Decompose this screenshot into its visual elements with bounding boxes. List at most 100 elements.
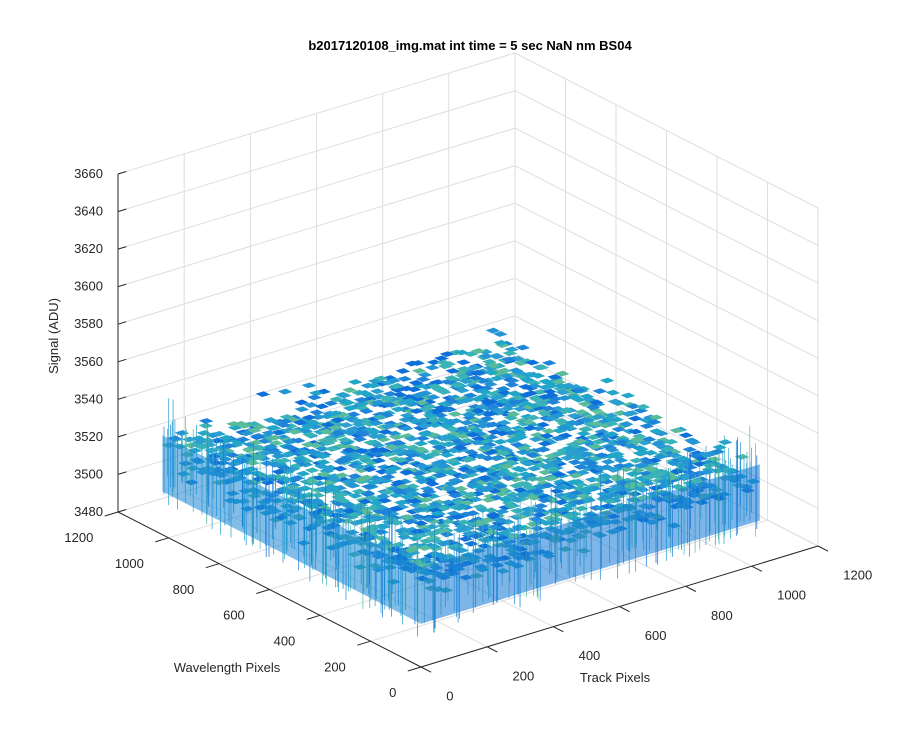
surface-patch (394, 499, 409, 506)
y-tick-labels: 0 200 400 600 800 1000 1200 (64, 530, 396, 700)
surface-patch (525, 451, 540, 458)
surface-edge (162, 435, 421, 624)
surface-patch (348, 492, 363, 499)
surface-patch (538, 378, 554, 385)
surface-patch (389, 506, 404, 512)
surface-patch (447, 411, 463, 417)
surface-patch (386, 377, 401, 384)
surface-patch (411, 392, 426, 399)
surface-patch (352, 436, 368, 443)
surface-patch (292, 419, 308, 426)
surface-patch (421, 516, 436, 523)
surface-patch (379, 395, 395, 402)
surface-patch (444, 426, 460, 433)
surface-patch (551, 471, 567, 478)
surface-patch (358, 474, 374, 481)
y-tick-mark (407, 666, 422, 672)
surface-patch (338, 422, 354, 428)
surface-patch (427, 501, 443, 508)
surface-patch (601, 458, 616, 465)
surface-patch (456, 519, 471, 526)
gridline (514, 90, 819, 247)
z-tick-labels: 3480 3500 3520 3540 3560 3580 3600 3620 … (74, 166, 103, 519)
surface-patch (550, 435, 566, 442)
surface-patch (445, 457, 461, 464)
surface-patch (402, 397, 417, 404)
surface-patch (349, 418, 365, 425)
surface-patch (482, 358, 497, 365)
surface-patch (642, 465, 657, 472)
surface-patch (496, 419, 512, 426)
surface-patch (211, 430, 226, 437)
surface-patch (330, 417, 345, 424)
gridline (514, 352, 819, 509)
x-tick-mark (817, 545, 829, 552)
x-tick-mark (420, 666, 432, 673)
surface-patch (237, 422, 252, 429)
surface-patch (226, 421, 241, 427)
surface-patch (427, 466, 442, 473)
surface-patch (448, 418, 463, 424)
surface-patch (572, 438, 588, 445)
surface-patch (505, 410, 521, 417)
surface-patch (552, 484, 567, 491)
surface-patch (398, 425, 414, 432)
surface-patch (592, 465, 607, 472)
surface-patch (488, 353, 503, 359)
surface-patch (436, 389, 452, 395)
surface-patch (593, 452, 609, 459)
surface-patch (607, 398, 623, 405)
surface-patch (489, 394, 504, 401)
surface-patch (470, 408, 486, 414)
y-tick-label: 1200 (64, 530, 93, 545)
surface-patch (411, 506, 427, 513)
x-tick-label: 1200 (843, 568, 872, 583)
surface-patch (629, 457, 644, 464)
surface-patch (591, 438, 607, 445)
x-tick-label: 600 (645, 628, 667, 643)
surface-patch (391, 447, 407, 454)
surface-patch (483, 507, 499, 514)
surface-patch (497, 450, 512, 457)
gridline (514, 315, 819, 472)
surface-patch (267, 461, 283, 468)
surface-patch (341, 447, 357, 454)
surface-patch (351, 463, 366, 470)
surface-patch (414, 478, 430, 485)
surface-patch (549, 459, 564, 465)
surface-patch (386, 465, 402, 472)
surface-patch (553, 418, 569, 424)
surface-patch (477, 474, 493, 481)
surface-patch (556, 424, 571, 431)
surface-patch (402, 449, 418, 456)
gridline (514, 277, 819, 434)
surface-patch (666, 460, 681, 467)
surface-patch (248, 439, 264, 446)
surface-patch (271, 453, 286, 460)
surface-patch (518, 383, 533, 390)
surface-patch (428, 379, 444, 386)
surface-patch (353, 396, 369, 403)
x-tick-label: 800 (711, 608, 733, 623)
surface-patch (621, 410, 636, 417)
surface-patch (267, 434, 282, 441)
surface-patch (413, 440, 429, 447)
axes-lines (104, 171, 829, 673)
surface-patch (276, 422, 292, 428)
surface-patch (706, 456, 722, 463)
surface-patch (612, 463, 628, 469)
surface-patch (554, 370, 570, 377)
x-tick-label: 200 (513, 668, 535, 683)
surface-patch (585, 404, 601, 411)
surface-patch (485, 403, 500, 410)
surface-patch (507, 390, 522, 397)
surface-patch (433, 472, 448, 479)
surface-patch (392, 391, 408, 398)
surface-patch (263, 417, 278, 423)
surface-patch (459, 419, 475, 426)
surface-patch (507, 471, 522, 478)
surface-patch (604, 420, 619, 427)
surface-patch (627, 415, 643, 422)
surface-patch (529, 396, 544, 403)
surface-patch (515, 492, 530, 499)
